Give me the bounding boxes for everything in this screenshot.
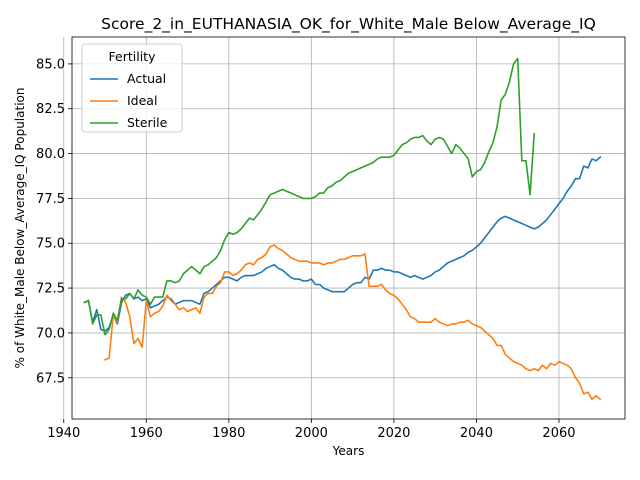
x-tick-label: 2060 xyxy=(542,426,575,441)
x-tick-label: 2040 xyxy=(460,426,493,441)
legend: Fertility Actual Ideal Sterile xyxy=(81,43,183,133)
series-line-sterile xyxy=(83,57,536,336)
y-tick-label: 75.0 xyxy=(36,237,65,252)
y-tick-label: 82.5 xyxy=(36,102,65,117)
y-tick-label: 80.0 xyxy=(36,147,65,162)
grid-lines xyxy=(63,37,625,419)
x-axis-ticks: 1940 1960 1980 2000 2020 2040 2060 xyxy=(47,419,576,441)
legend-label-sterile: Sterile xyxy=(127,115,168,130)
y-axis-ticks: 67.5 70.0 72.5 75.0 77.5 80.0 82.5 85.0 xyxy=(36,57,72,386)
x-tick-label: 2020 xyxy=(377,426,410,441)
y-axis-label: % of White_Male Below_Average_IQ Populat… xyxy=(13,88,27,369)
y-tick-label: 70.0 xyxy=(36,326,65,341)
legend-label-actual: Actual xyxy=(127,71,166,86)
y-tick-label: 72.5 xyxy=(36,282,65,297)
x-tick-label: 2000 xyxy=(295,426,328,441)
plot-frame xyxy=(71,36,626,420)
x-axis-label: Years xyxy=(332,444,365,458)
series-layer xyxy=(83,57,602,401)
y-tick-label: 77.5 xyxy=(36,192,65,207)
legend-box xyxy=(81,43,183,133)
legend-label-ideal: Ideal xyxy=(127,93,157,108)
x-tick-label: 1960 xyxy=(130,426,163,441)
y-tick-label: 67.5 xyxy=(36,371,65,386)
chart-title: Score_2_in_EUTHANASIA_OK_for_White_Male … xyxy=(101,15,596,34)
series-line-ideal xyxy=(103,244,602,401)
x-tick-label: 1980 xyxy=(212,426,245,441)
legend-title: Fertility xyxy=(109,49,157,64)
legend-entries: Actual Ideal Sterile xyxy=(90,71,168,130)
x-tick-label: 1940 xyxy=(47,426,80,441)
y-tick-label: 85.0 xyxy=(36,57,65,72)
